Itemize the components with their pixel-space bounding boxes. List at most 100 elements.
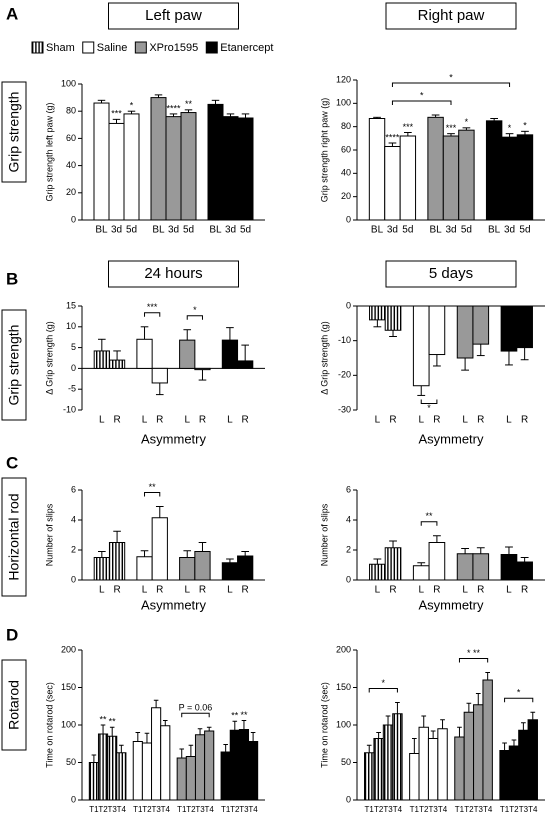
header-box [108, 260, 239, 288]
x-tick-label: T2 [230, 805, 240, 814]
x-tick-label: R [199, 585, 206, 596]
bracket [144, 492, 161, 497]
y-tick-label: 150 [61, 682, 76, 692]
x-tick-label: T3 [108, 805, 118, 814]
bar [428, 542, 446, 581]
bar [136, 338, 153, 369]
bar [409, 753, 420, 801]
bar [485, 120, 503, 221]
bracket [186, 315, 203, 320]
y-tick-label: -30 [338, 404, 351, 414]
panel-letter: D [6, 625, 18, 644]
y-tick-label: -10 [338, 335, 351, 345]
x-tick-label: 5d [126, 225, 137, 236]
chart-title: 24 hours [144, 265, 202, 282]
y-tick-label: 80 [341, 121, 351, 131]
x-tick-label: L [99, 585, 105, 596]
legend-label: Saline [97, 42, 128, 54]
bar [221, 339, 239, 369]
significance: ** [185, 99, 193, 109]
x-tick-label: T2 [464, 805, 474, 814]
x-tick-label: T4 [528, 805, 538, 814]
bar [141, 742, 153, 801]
x-tick-label: R [477, 585, 484, 596]
x-tick-label: L [375, 585, 381, 596]
significance: **** [385, 132, 400, 142]
y-tick-label: 20 [341, 191, 351, 201]
y-tick-label: 100 [61, 719, 76, 729]
y-tick-label: 200 [336, 644, 351, 654]
significance: * [130, 101, 134, 111]
x-tick-label: T1 [365, 805, 375, 814]
y-axis-label: Time on rotarod (sec) [319, 682, 329, 768]
y-axis-label: Number of slips [44, 503, 54, 566]
x-tick-label: L [99, 415, 105, 426]
x-tick-label: 3d [387, 225, 398, 236]
header-box [385, 2, 517, 30]
bar [108, 122, 125, 221]
x-tick-label: T3 [195, 805, 205, 814]
bar [207, 103, 224, 221]
x-tick-label: L [142, 585, 148, 596]
chart-title: Right paw [418, 7, 485, 24]
x-tick-label: T2 [186, 805, 196, 814]
x-tick-label: T1 [410, 805, 420, 814]
bar [180, 112, 197, 221]
x-tick-label: T2 [142, 805, 152, 814]
x-tick-label: T1 [455, 805, 465, 814]
bar [132, 741, 143, 801]
bar [93, 350, 110, 369]
bar [437, 728, 448, 801]
x-tick-label: T3 [519, 805, 529, 814]
x-tick-label: R [113, 415, 120, 426]
bracket [391, 82, 511, 87]
y-tick-label: 0 [346, 794, 351, 804]
significance: * [465, 117, 469, 127]
y-tick-label: 60 [66, 133, 76, 143]
bar [194, 551, 211, 581]
bracket [368, 688, 398, 693]
y-tick-label: 100 [336, 98, 351, 108]
y-axis-label: Δ Grip strength (g) [44, 321, 54, 395]
legend-swatch [82, 41, 95, 54]
bar [93, 557, 110, 581]
bar [222, 116, 239, 221]
significance: ** [100, 714, 108, 724]
significance: *** [403, 122, 414, 132]
x-tick-label: 5d [183, 225, 194, 236]
panel-letter: B [6, 269, 18, 288]
x-tick-label: T2 [509, 805, 519, 814]
chart-title: Left paw [145, 7, 202, 24]
bar [442, 135, 460, 221]
bar [194, 367, 211, 371]
bar [412, 565, 430, 581]
x-tick-label: T3 [474, 805, 484, 814]
x-tick-label: T3 [383, 805, 393, 814]
y-tick-label: 100 [336, 719, 351, 729]
y-tick-label: 80 [66, 106, 76, 116]
y-tick-label: -20 [338, 370, 351, 380]
x-tick-label: L [462, 415, 468, 426]
significance: ** [231, 711, 239, 721]
x-tick-label: T1 [221, 805, 231, 814]
x-tick-label: R [156, 415, 163, 426]
bar [238, 729, 250, 801]
significance: P = 0.06 [179, 703, 213, 713]
bar [473, 704, 484, 801]
bar [176, 757, 187, 801]
y-tick-label: 150 [336, 682, 351, 692]
y-tick-label: 15 [66, 300, 76, 310]
bracket [391, 100, 452, 105]
y-tick-label: 5 [71, 342, 76, 352]
x-tick-label: T4 [117, 805, 127, 814]
x-tick-label: T1 [133, 805, 143, 814]
y-tick-label: 40 [66, 160, 76, 170]
bar [237, 117, 254, 221]
bar [160, 725, 171, 801]
y-tick-label: 4 [71, 514, 76, 524]
x-tick-label: 5d [519, 225, 530, 236]
bar [463, 711, 475, 801]
bar [482, 679, 493, 801]
x-tick-label: 5d [461, 225, 472, 236]
